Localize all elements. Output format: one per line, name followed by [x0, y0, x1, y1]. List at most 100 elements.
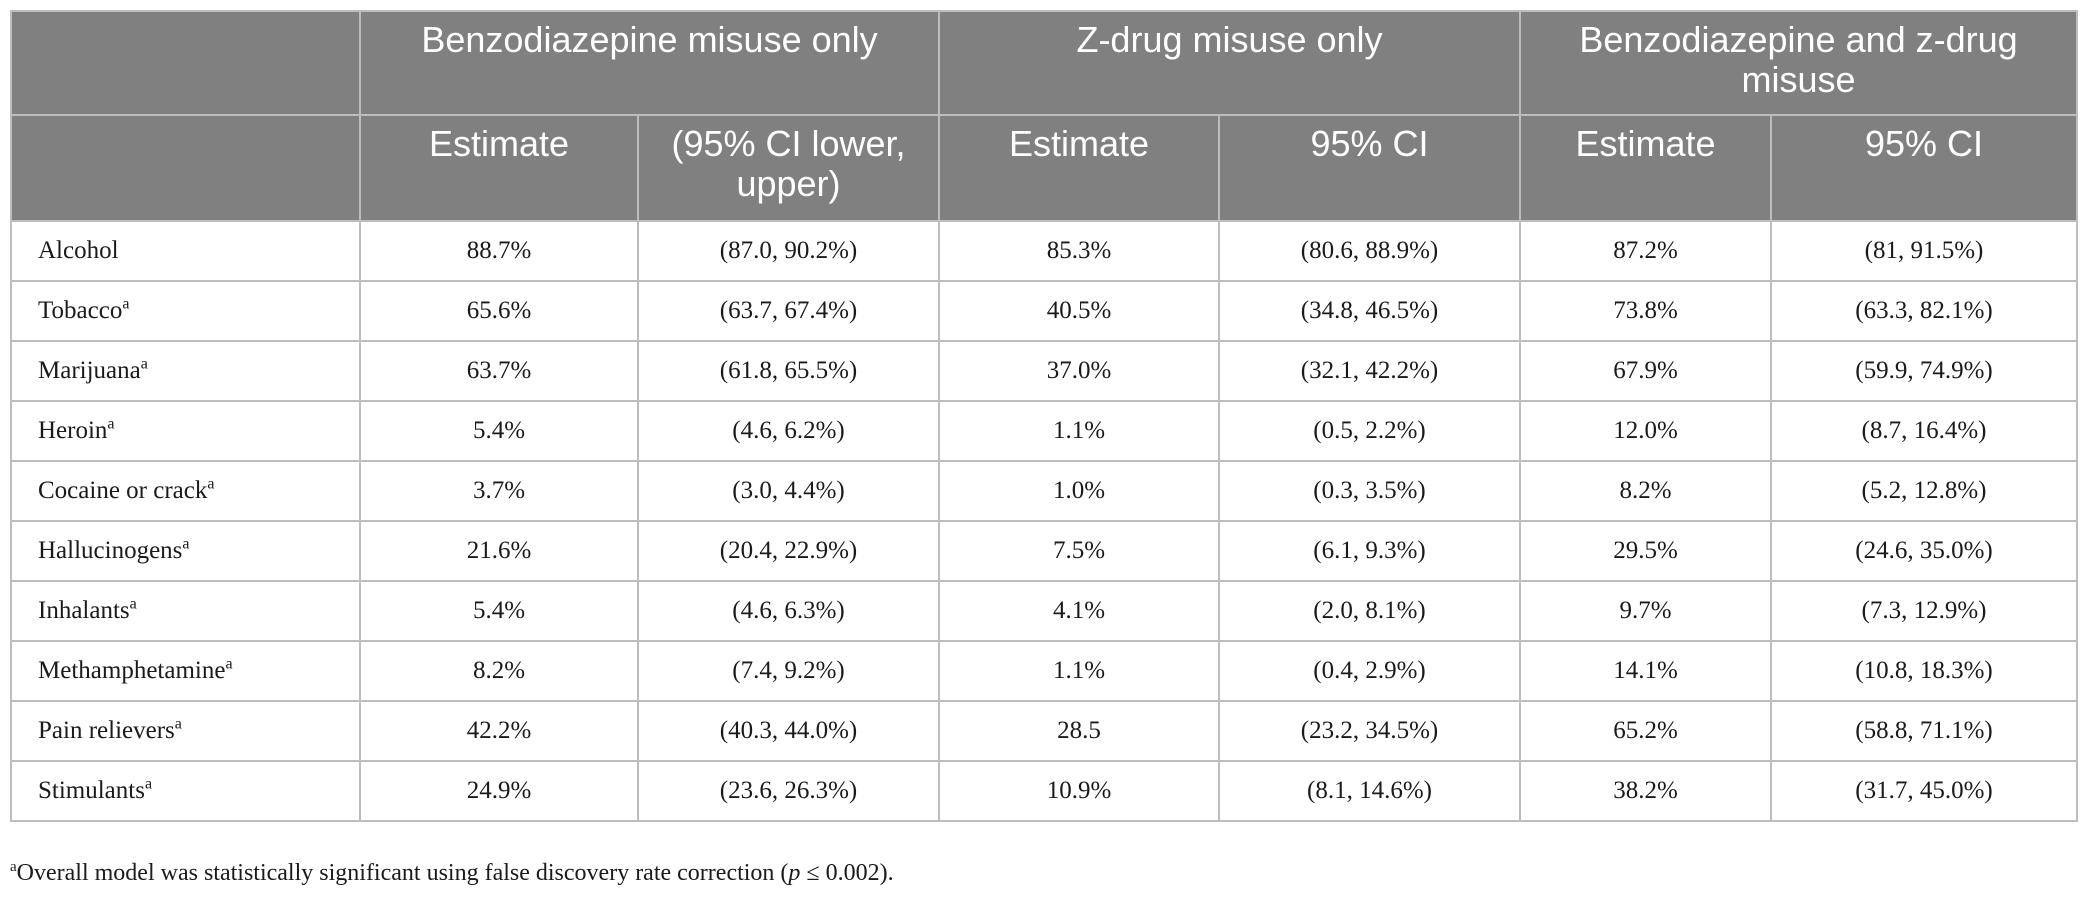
footnote-marker: a	[144, 775, 153, 793]
ci-cell: (8.1, 14.6%)	[1217, 760, 1522, 822]
estimate-cell: 29.5%	[1519, 520, 1773, 582]
sub-header-row: Estimate (95% CI lower, upper) Estimate …	[10, 114, 2079, 222]
row-label-cell: Alcohol	[10, 220, 361, 282]
estimate-cell: 10.9%	[938, 760, 1220, 822]
footnote-marker: a	[182, 535, 190, 553]
sub-header-estimate: Estimate	[938, 114, 1220, 222]
estimate-cell: 87.2%	[1519, 220, 1773, 282]
footnote-marker: a	[140, 355, 148, 373]
table-container: Benzodiazepine misuse only Z-drug misuse…	[10, 10, 2079, 822]
estimate-cell: 1.1%	[938, 400, 1220, 462]
row-label: Marijuana	[38, 357, 141, 384]
estimate-cell: 5.4%	[359, 580, 639, 642]
table-body: Alcohol 88.7% (87.0, 90.2%) 85.3% (80.6, 88.…	[10, 220, 2079, 822]
estimate-cell: 12.0%	[1519, 400, 1773, 462]
ci-cell: (7.4, 9.2%)	[637, 640, 940, 702]
table-row: Inhalantsa 5.4% (4.6, 6.3%) 4.1% (2.0, 8.1%)…	[10, 580, 2079, 642]
row-label: Stimulants	[38, 777, 145, 804]
footnote-threshold: ≤ 0.002).	[800, 860, 894, 886]
ci-cell: (63.3, 82.1%)	[1770, 280, 2079, 342]
footnote-p-symbol: p	[788, 860, 801, 886]
row-label: Pain relievers	[38, 717, 175, 744]
sub-header-estimate: Estimate	[1519, 114, 1773, 222]
ci-cell: (3.0, 4.4%)	[637, 460, 940, 522]
row-label: Alcohol	[38, 237, 119, 264]
estimate-cell: 3.7%	[359, 460, 639, 522]
table-row: Stimulantsa 24.9% (23.6, 26.3%) 10.9% (8.1, …	[10, 760, 2079, 822]
ci-cell: (7.3, 12.9%)	[1770, 580, 2079, 642]
footnote-marker: a	[174, 715, 182, 733]
estimate-cell: 88.7%	[359, 220, 639, 282]
table-row: Pain relieversa 42.2% (40.3, 44.0%) 28.5 (23…	[10, 700, 2079, 762]
sub-header-ci: (95% CI lower, upper)	[637, 114, 940, 222]
footnote-text: Overall model was statistically signific…	[16, 860, 789, 886]
estimate-cell: 5.4%	[359, 400, 639, 462]
row-label: Cocaine or crack	[38, 477, 208, 504]
ci-cell: (6.1, 9.3%)	[1217, 520, 1522, 582]
table-row: Alcohol 88.7% (87.0, 90.2%) 85.3% (80.6, 88.…	[10, 220, 2079, 282]
table-row: Methamphetaminea 8.2% (7.4, 9.2%) 1.1% (0.4,…	[10, 640, 2079, 702]
ci-cell: (31.7, 45.0%)	[1770, 760, 2079, 822]
estimate-cell: 63.7%	[359, 340, 639, 402]
ci-cell: (58.8, 71.1%)	[1770, 700, 2079, 762]
estimate-cell: 8.2%	[359, 640, 639, 702]
table-row: Tobaccoa 65.6% (63.7, 67.4%) 40.5% (34.8, 46…	[10, 280, 2079, 342]
group-header-z-drug-only: Z-drug misuse only	[937, 10, 1522, 116]
estimate-cell: 65.2%	[1519, 700, 1773, 762]
row-label-cell: Inhalantsa	[10, 580, 361, 642]
estimate-cell: 24.9%	[359, 760, 639, 822]
table-row: Heroina 5.4% (4.6, 6.2%) 1.1% (0.5, 2.2%) 12.…	[10, 400, 2079, 462]
table-row: Cocaine or cracka 3.7% (3.0, 4.4%) 1.0% (0.3…	[10, 460, 2079, 522]
estimate-cell: 28.5	[938, 700, 1220, 762]
row-label-cell: Methamphetaminea	[10, 640, 361, 702]
estimate-cell: 73.8%	[1519, 280, 1773, 342]
estimate-cell: 4.1%	[938, 580, 1220, 642]
ci-cell: (23.2, 34.5%)	[1217, 700, 1522, 762]
footnote-marker: a	[122, 295, 130, 313]
footnote-marker: a	[107, 415, 115, 433]
estimate-cell: 1.0%	[938, 460, 1220, 522]
ci-cell: (80.6, 88.9%)	[1217, 220, 1522, 282]
ci-cell: (34.8, 46.5%)	[1217, 280, 1522, 342]
ci-cell: (59.9, 74.9%)	[1770, 340, 2079, 402]
estimate-cell: 85.3%	[938, 220, 1220, 282]
ci-cell: (0.4, 2.9%)	[1217, 640, 1522, 702]
substance-use-table: Benzodiazepine misuse only Z-drug misuse…	[10, 10, 2079, 822]
table-row: Marijuanaa 63.7% (61.8, 65.5%) 37.0% (32.1, …	[10, 340, 2079, 402]
ci-cell: (81, 91.5%)	[1770, 220, 2079, 282]
estimate-cell: 38.2%	[1519, 760, 1773, 822]
ci-cell: (0.3, 3.5%)	[1217, 460, 1522, 522]
ci-cell: (24.6, 35.0%)	[1770, 520, 2079, 582]
estimate-cell: 37.0%	[938, 340, 1220, 402]
footnote-marker: a	[129, 595, 137, 613]
estimate-cell: 8.2%	[1519, 460, 1773, 522]
row-label: Methamphetamine	[38, 657, 226, 684]
ci-cell: (0.5, 2.2%)	[1217, 400, 1522, 462]
estimate-cell: 1.1%	[938, 640, 1220, 702]
ci-cell: (40.3, 44.0%)	[637, 700, 940, 762]
group-header-row: Benzodiazepine misuse only Z-drug misuse…	[10, 10, 2079, 116]
row-label: Hallucinogens	[38, 537, 183, 564]
ci-cell: (10.8, 18.3%)	[1770, 640, 2079, 702]
sub-header-ci: 95% CI	[1770, 114, 2079, 222]
sub-header-estimate: Estimate	[359, 114, 639, 222]
row-label-cell: Hallucinogensa	[10, 520, 361, 582]
estimate-cell: 7.5%	[938, 520, 1220, 582]
estimate-cell: 40.5%	[938, 280, 1220, 342]
estimate-cell: 65.6%	[359, 280, 639, 342]
estimate-cell: 67.9%	[1519, 340, 1773, 402]
header-corner-2	[10, 114, 361, 222]
estimate-cell: 9.7%	[1519, 580, 1773, 642]
ci-cell: (2.0, 8.1%)	[1217, 580, 1522, 642]
estimate-cell: 21.6%	[359, 520, 639, 582]
ci-cell: (61.8, 65.5%)	[637, 340, 940, 402]
row-label-cell: Heroina	[10, 400, 361, 462]
footnote: aOverall model was statistically signifi…	[10, 860, 894, 887]
table-row: Hallucinogensa 21.6% (20.4, 22.9%) 7.5% (6.1…	[10, 520, 2079, 582]
estimate-cell: 14.1%	[1519, 640, 1773, 702]
sub-header-ci: 95% CI	[1217, 114, 1522, 222]
estimate-cell: 42.2%	[359, 700, 639, 762]
row-label: Tobacco	[38, 297, 123, 324]
ci-cell: (23.6, 26.3%)	[637, 760, 940, 822]
header-corner	[10, 10, 361, 116]
